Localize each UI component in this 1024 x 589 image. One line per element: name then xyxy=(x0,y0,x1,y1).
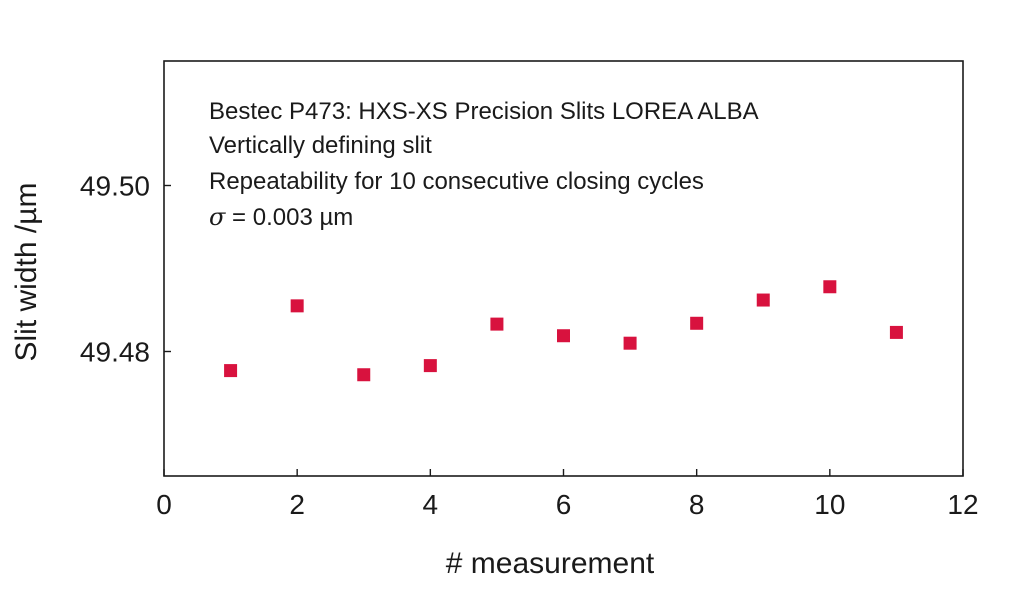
x-tick-label: 6 xyxy=(556,489,572,520)
data-point xyxy=(756,293,770,307)
data-point xyxy=(690,316,704,330)
data-points xyxy=(224,280,903,382)
x-axis-label: # measurement xyxy=(446,547,655,580)
y-axis-label: Slit width /µm xyxy=(10,183,43,362)
data-point xyxy=(889,325,903,339)
sigma-symbol: σ xyxy=(209,203,226,231)
annotation-sigma: σ = 0.003 µm xyxy=(209,203,353,231)
x-tick-label: 0 xyxy=(156,489,172,520)
data-point xyxy=(823,280,837,294)
y-axis-ticks: 49.48 49.50 xyxy=(80,171,171,368)
data-point xyxy=(623,336,637,350)
data-point xyxy=(224,364,238,378)
sigma-value: = 0.003 µm xyxy=(225,204,353,231)
x-tick-label: 8 xyxy=(689,489,705,520)
x-tick-label: 12 xyxy=(947,489,978,520)
x-tick-label: 2 xyxy=(289,489,305,520)
data-point xyxy=(557,329,570,343)
data-point xyxy=(290,299,304,313)
y-tick-label: 49.48 xyxy=(80,337,150,368)
data-point xyxy=(357,368,371,382)
x-tick-label: 10 xyxy=(814,489,845,520)
data-point xyxy=(490,317,504,331)
y-tick-label: 49.50 xyxy=(80,171,150,202)
data-point xyxy=(423,359,437,373)
x-tick-label: 4 xyxy=(423,489,439,520)
x-axis-ticks: 0 2 4 6 8 10 12 xyxy=(156,469,979,520)
annotation-line-2: Vertically defining slit xyxy=(209,132,432,159)
annotation-line-1: Bestec P473: HXS-XS Precision Slits LORE… xyxy=(209,98,759,125)
annotation-line-3: Repeatability for 10 consecutive closing… xyxy=(209,168,704,195)
